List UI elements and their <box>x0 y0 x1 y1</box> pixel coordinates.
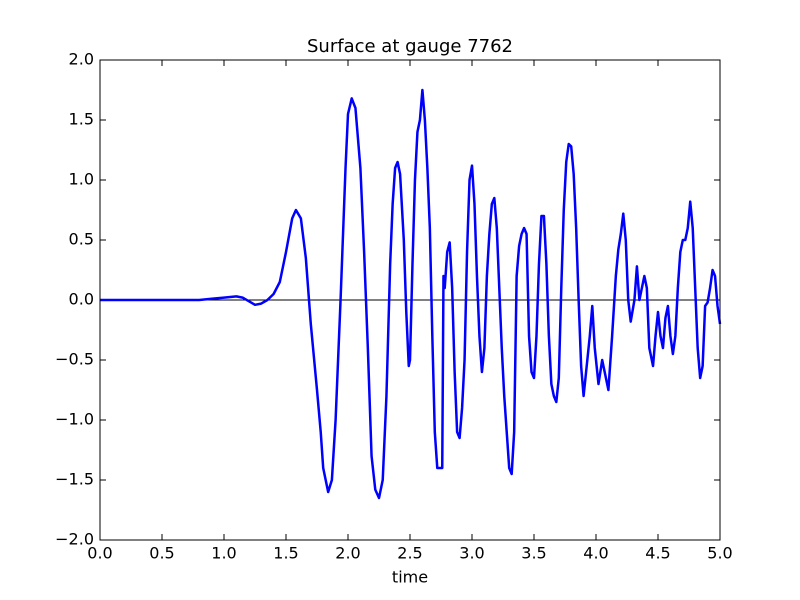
data-line <box>100 88 722 500</box>
chart-title: Surface at gauge 7762 <box>307 36 513 57</box>
y-tick-label: 0.5 <box>69 230 94 249</box>
x-tick-label: 1.5 <box>273 544 298 563</box>
y-tick-label: 1.0 <box>69 170 94 189</box>
x-tick-label: 0.0 <box>87 544 112 563</box>
plot-frame <box>99 59 721 541</box>
x-tick-label: 5.0 <box>707 544 732 563</box>
x-tick-label: 2.0 <box>335 544 360 563</box>
y-tick-label: 1.5 <box>69 110 94 129</box>
x-tick-label: 1.0 <box>211 544 236 563</box>
y-tick-label: −2.0 <box>55 530 94 549</box>
y-tick-label: −1.5 <box>55 470 94 489</box>
x-axis-label: time <box>392 568 428 587</box>
x-tick-label: 0.5 <box>149 544 174 563</box>
y-tick-label: −0.5 <box>55 350 94 369</box>
x-tick-label: 3.5 <box>521 544 546 563</box>
x-tick-label: 4.0 <box>583 544 608 563</box>
x-tick-label: 2.5 <box>397 544 422 563</box>
y-tick-label: −1.0 <box>55 410 94 429</box>
x-tick-label: 3.0 <box>459 544 484 563</box>
x-tick-label: 4.5 <box>645 544 670 563</box>
y-tick-label: 0.0 <box>69 290 94 309</box>
y-tick-label: 2.0 <box>69 50 94 69</box>
